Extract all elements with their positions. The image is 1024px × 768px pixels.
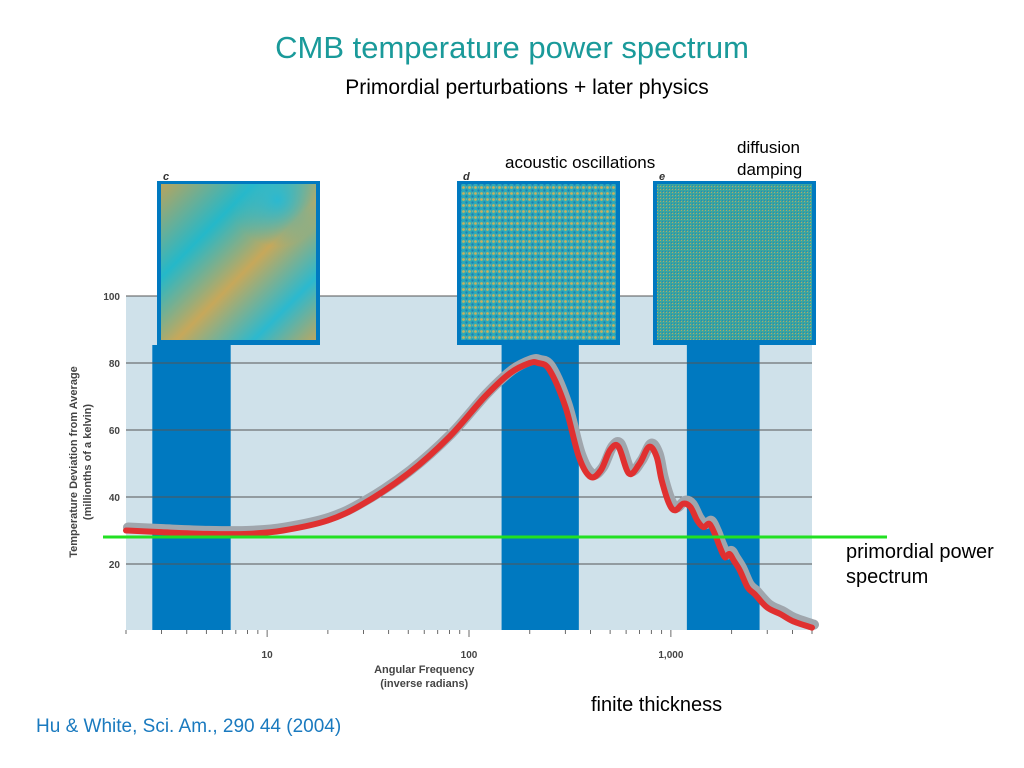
x-tick-label-100: 100 [461,650,478,661]
slide-title: CMB temperature power spectrum [275,30,749,65]
x-tick-label-1000: 1,000 [658,650,683,661]
y-tick-label-40: 40 [109,493,121,504]
slide-subtitle: Primordial perturbations + later physics [345,76,709,99]
citation: Hu & White, Sci. Am., 290 44 (2004) [36,716,342,737]
acoustic-oscillations-label: acoustic oscillations [505,153,656,172]
band-c [152,345,231,630]
panel-letter-e: e [659,171,665,183]
cmb-map-overlay-c [161,184,316,340]
y-tick-label-20: 20 [109,560,121,571]
x-axis-subtitle: (inverse radians) [380,678,468,690]
panel-letter-d: d [463,171,470,183]
y-axis-title: Temperature Deviation from Average [68,366,80,558]
primordial-label-line1: primordial power [846,541,994,563]
y-axis-subtitle: (millionths of a kelvin) [82,404,94,520]
y-tick-label-100: 100 [103,292,120,303]
x-tick-label-10: 10 [262,650,274,661]
y-tick-label-60: 60 [109,426,121,437]
finite-thickness-label: finite thickness [591,694,723,716]
diffusion-label-line1: diffusion [737,138,801,157]
band-d [501,345,579,630]
panel-letter-c: c [163,171,169,183]
cmb-map-e [657,184,812,340]
diffusion-label-line2: damping [737,160,803,179]
y-tick-label-80: 80 [109,359,121,370]
x-axis-title: Angular Frequency [374,664,475,676]
power-spectrum-curve [123,358,815,631]
cmb-map-d [461,184,616,340]
primordial-label-line2: spectrum [846,566,929,588]
